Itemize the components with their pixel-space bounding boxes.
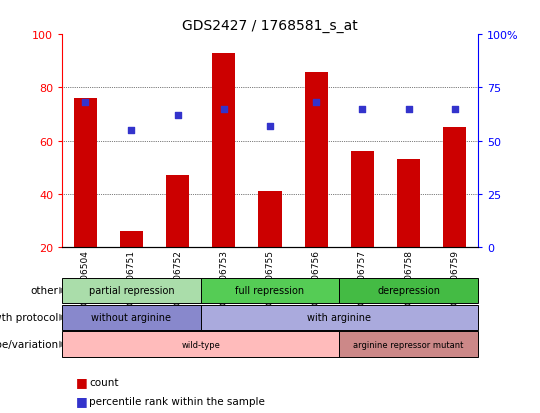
- Bar: [120, 232, 143, 248]
- Text: without arginine: without arginine: [91, 313, 171, 323]
- Polygon shape: [59, 342, 65, 347]
- Point: [312, 100, 321, 107]
- Bar: [166, 176, 189, 248]
- Point: [219, 106, 228, 113]
- Title: GDS2427 / 1768581_s_at: GDS2427 / 1768581_s_at: [182, 19, 358, 33]
- Point: [266, 123, 274, 130]
- Text: percentile rank within the sample: percentile rank within the sample: [89, 396, 265, 406]
- Point: [81, 100, 90, 107]
- Text: growth protocol: growth protocol: [0, 313, 58, 323]
- Bar: [397, 160, 420, 248]
- Point: [127, 128, 136, 134]
- Text: arginine repressor mutant: arginine repressor mutant: [353, 340, 464, 349]
- Text: count: count: [89, 377, 119, 387]
- Text: genotype/variation: genotype/variation: [0, 339, 58, 349]
- Point: [450, 106, 459, 113]
- Bar: [73, 99, 97, 248]
- Bar: [259, 192, 281, 248]
- Text: with arginine: with arginine: [307, 313, 372, 323]
- Bar: [212, 54, 235, 248]
- Bar: [443, 128, 467, 248]
- Text: derepression: derepression: [377, 286, 440, 296]
- Text: other: other: [30, 286, 58, 296]
- Text: ■: ■: [76, 375, 87, 389]
- Point: [358, 106, 367, 113]
- Bar: [305, 72, 328, 248]
- Polygon shape: [59, 315, 65, 320]
- Point: [404, 106, 413, 113]
- Text: partial repression: partial repression: [89, 286, 174, 296]
- Point: [173, 113, 182, 119]
- Bar: [351, 152, 374, 248]
- Text: full repression: full repression: [235, 286, 305, 296]
- Text: ■: ■: [76, 394, 87, 407]
- Text: wild-type: wild-type: [181, 340, 220, 349]
- Polygon shape: [59, 288, 65, 294]
